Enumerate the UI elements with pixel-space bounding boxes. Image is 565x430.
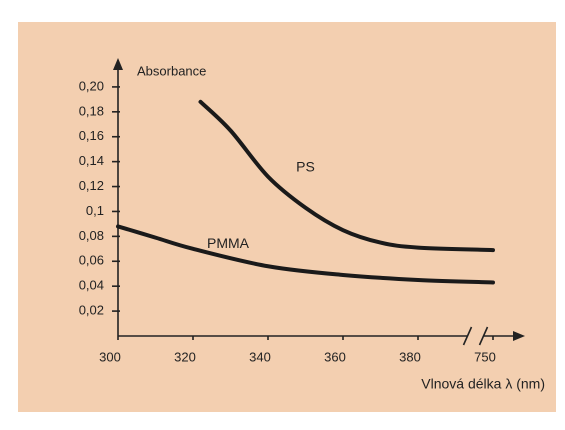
chart-background: [18, 22, 556, 412]
x-axis-arrow: [513, 331, 525, 341]
x-tick-label: 340: [249, 349, 271, 364]
y-axis-arrow: [113, 58, 123, 70]
series-label: PS: [296, 158, 315, 174]
y-tick-label: 0,02: [79, 303, 104, 318]
y-tick-label: 0,20: [79, 78, 104, 93]
y-tick-label: 0,14: [79, 153, 104, 168]
x-tick-label: 750: [474, 349, 496, 364]
x-tick-label: 380: [399, 349, 421, 364]
y-tick-label: 0,12: [79, 178, 104, 193]
y-axis-label: Absorbance: [137, 63, 206, 78]
x-axis-label: Vlnová délka λ (nm): [421, 376, 545, 392]
y-tick-label: 0,04: [79, 278, 104, 293]
axis-break: [462, 326, 473, 346]
y-tick-label: 0,16: [79, 128, 104, 143]
x-tick-label: 360: [324, 349, 346, 364]
y-tick-label: 0,06: [79, 253, 104, 268]
line: [116, 224, 495, 285]
x-tick-label: 300: [99, 349, 121, 364]
y-tick-label: 0,08: [79, 228, 104, 243]
y-tick-label: 0,18: [79, 103, 104, 118]
x-tick-label: 320: [174, 349, 196, 364]
series-label: PMMA: [207, 235, 250, 251]
y-tick-label: 0,1: [86, 203, 104, 218]
axis-break: [478, 326, 489, 346]
line: [198, 99, 495, 253]
